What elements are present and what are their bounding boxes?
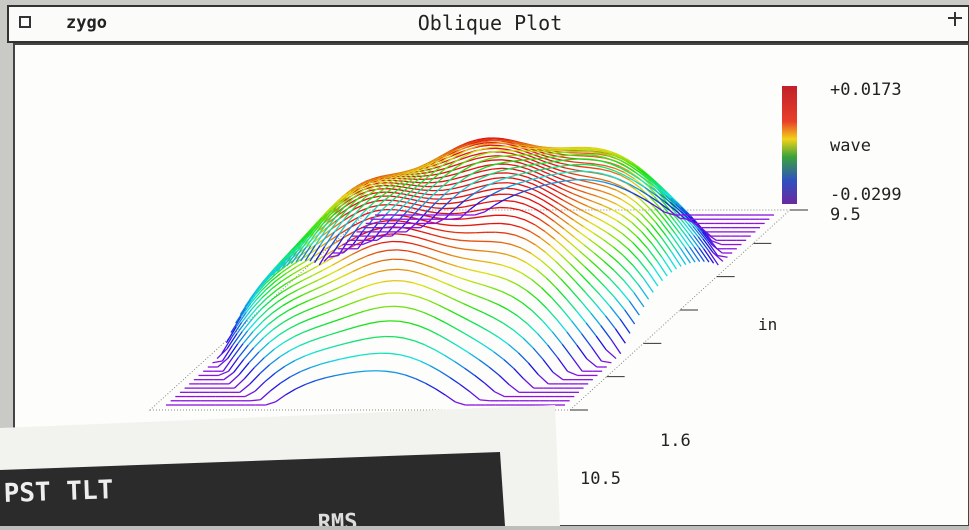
- photo-heading: PST TLT: [3, 475, 114, 509]
- screenshot: zygo Oblique Plot +0.0173 wave -0.0299 9…: [0, 0, 969, 526]
- surface-contour: [532, 149, 542, 150]
- surface-contour: [589, 153, 599, 154]
- axis-label: 1.6: [660, 431, 691, 451]
- surface-contour: [492, 168, 502, 169]
- axis-label: 10.5: [580, 469, 621, 489]
- surface-contour: [571, 159, 581, 160]
- surface-contour: [566, 155, 576, 156]
- surface-contour: [370, 353, 380, 354]
- surface-contour: [547, 151, 557, 152]
- page: zygo Oblique Plot +0.0173 wave -0.0299 9…: [0, 0, 969, 526]
- surface-contour: [394, 306, 404, 307]
- axis-unit: in: [758, 315, 777, 334]
- surface-contour: [480, 400, 490, 401]
- app-name: zygo: [66, 13, 107, 33]
- surface-contour: [476, 250, 486, 251]
- surface-contour: [537, 147, 547, 148]
- surface-contour: [487, 143, 497, 144]
- surface-contour: [486, 156, 496, 157]
- surface-contour: [522, 148, 532, 149]
- colorbar-unit: wave: [830, 136, 871, 156]
- surface-contour: [585, 165, 595, 166]
- surface-contour: [461, 240, 471, 241]
- surface-contour: [480, 224, 490, 225]
- colorbar-max: +0.0173: [830, 80, 902, 100]
- surface-contour: [384, 306, 394, 307]
- surface-contour: [497, 151, 507, 152]
- surface-contour: [492, 147, 502, 148]
- photo-subheading: RMS: [317, 510, 358, 526]
- window-title: Oblique Plot: [418, 11, 563, 35]
- surface-contour: [570, 171, 580, 172]
- surface-contour: [379, 321, 389, 322]
- surface-contour: [584, 156, 594, 157]
- surface-contour: [496, 148, 506, 149]
- surface-contour: [501, 155, 511, 156]
- surface-contour: [512, 147, 522, 148]
- surface-contour: [562, 148, 572, 149]
- surface-contour: [680, 218, 690, 219]
- surface-contour: [375, 337, 385, 338]
- surface-contour: [567, 149, 577, 150]
- colorbar-min: -0.0299: [830, 185, 902, 205]
- surface-contour: [557, 150, 567, 151]
- axis-label: 9.5: [830, 205, 861, 225]
- surface-contour: [587, 149, 597, 150]
- surface-contour: [418, 186, 428, 187]
- surface-contour: [584, 180, 594, 181]
- surface-contour: [491, 242, 501, 243]
- surface-contour: [575, 162, 585, 163]
- surface-contour: [504, 201, 514, 202]
- surface-contour: [541, 154, 551, 155]
- surface-contour: [387, 250, 397, 251]
- surface-contour: [496, 232, 506, 233]
- surface-contour: [551, 153, 561, 154]
- surface-contour: [561, 152, 571, 153]
- color-bar: [782, 86, 797, 204]
- surface-contour: [470, 224, 480, 225]
